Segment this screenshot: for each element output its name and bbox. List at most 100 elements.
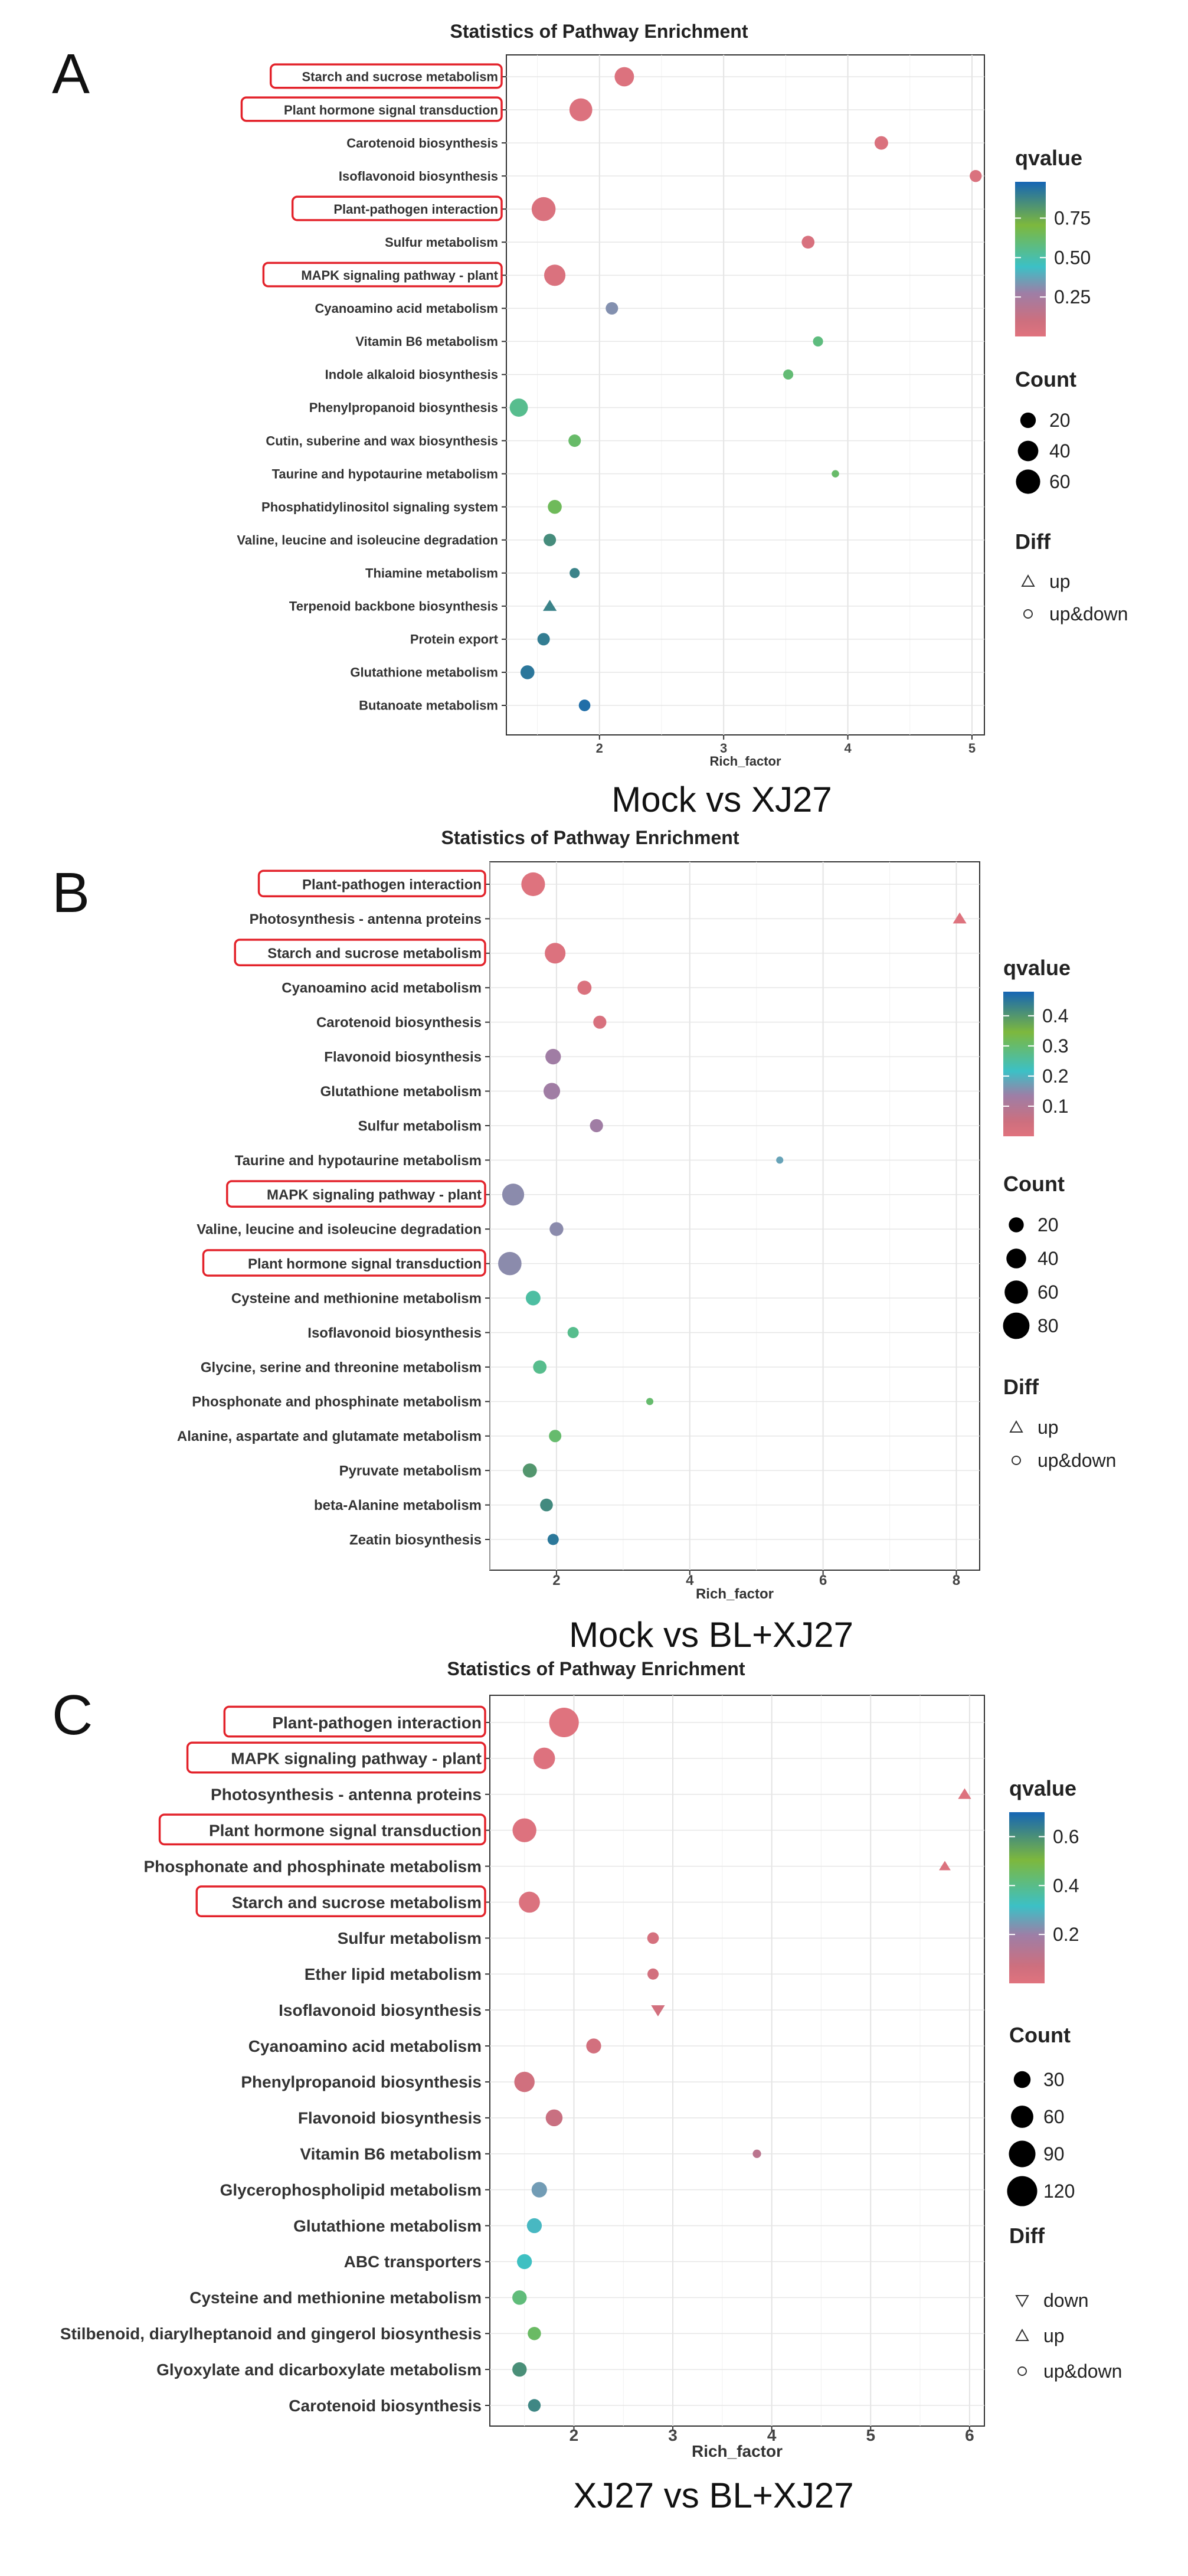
pb-x-axis-label: Rich_factor [696,1586,774,1602]
pb-point-photosynthesis-antenna-proteins [953,912,967,924]
pa-count-legend-label-40: 40 [1049,440,1071,462]
pc-highlight-box-mapk-signaling-pathway-plant [186,1741,486,1774]
pc-category-label-isoflavonoid-biosynthesis: Isoflavonoid biosynthesis [279,2001,482,2019]
pa-highlight-box-plant-hormone-signal-transduction [240,96,503,122]
pa-category-label-vitamin-b6-metabolism: Vitamin B6 metabolism [355,334,498,349]
pb-diff-legend-label-up-down: up&down [1038,1450,1116,1471]
pb-count-legend-label-80: 80 [1038,1315,1059,1336]
pb-point-taurine-and-hypotaurine-metabolism [776,1156,784,1164]
pc-x-tick-label-5: 5 [866,2426,875,2444]
pa-diff-legend-shape-up [1021,574,1035,587]
pc-panel-letter: C [52,1683,93,1747]
pb-category-label-phosphonate-and-phosphinate-metabolism: Phosphonate and phosphinate metabolism [192,1394,482,1410]
pa-category-label-phenylpropanoid-biosynthesis: Phenylpropanoid biosynthesis [309,400,498,415]
pa-point-mapk-signaling-pathway-plant [544,264,566,286]
pc-point-glyoxylate-and-dicarboxylate-metabolism [512,2362,527,2377]
pc-point-plant-hormone-signal-transduction [512,1818,536,1842]
pb-point-sulfur-metabolism [590,1119,603,1133]
pa-point-starch-and-sucrose-metabolism [614,67,634,87]
pc-category-label-vitamin-b6-metabolism: Vitamin B6 metabolism [300,2145,482,2163]
pb-category-label-plant-hormone-signal-transduction: Plant hormone signal transduction [248,1256,482,1272]
pc-point-glutathione-metabolism [526,2218,542,2234]
pc-gridlines [490,1695,984,2426]
pa-chart-title: Statistics of Pathway Enrichment [450,21,748,42]
pc-point-glycerophospholipid-metabolism [531,2182,547,2198]
pb-point-beta-alanine-metabolism [540,1498,553,1512]
pa-category-label-taurine-and-hypotaurine-metabolism: Taurine and hypotaurine metabolism [272,466,498,481]
pa-category-label-mapk-signaling-pathway-plant: MAPK signaling pathway - plant [301,268,498,283]
pa-highlight-box-plant-pathogen-interaction [291,195,503,221]
pa-qvalue-colorbar [1015,182,1046,336]
pb-count-legend-label-20: 20 [1038,1214,1059,1235]
pc-category-label-phenylpropanoid-biosynthesis: Phenylpropanoid biosynthesis [241,2073,482,2091]
pb-qvalue-colorbar [1003,992,1034,1136]
pc-point-flavonoid-biosynthesis [545,2109,563,2127]
pb-count-legend-dot [1009,1217,1024,1233]
pa-category-label-carotenoid-biosynthesis: Carotenoid biosynthesis [346,136,498,151]
pc-category-label-cysteine-and-methionine-metabolism: Cysteine and methionine metabolism [189,2289,482,2307]
pc-qvalue-tick-0.4: 0.4 [1053,1875,1079,1896]
pb-count-legend-label-60: 60 [1038,1282,1059,1303]
pb-qvalue-tick-0.2: 0.2 [1042,1065,1068,1087]
pa-category-label-cutin-suberine-and-wax-biosynthesis: Cutin, suberine and wax biosynthesis [266,433,498,448]
pb-x-tick-label-6: 6 [819,1573,827,1588]
pa-count-legend-dot [1017,440,1039,462]
pc-category-label-glyoxylate-and-dicarboxylate-metabolism: Glyoxylate and dicarboxylate metabolism [156,2361,482,2379]
pc-point-plant-pathogen-interaction [549,1707,579,1738]
pb-qvalue-tick-0.1: 0.1 [1042,1096,1068,1117]
pc-qvalue-legend-title: qvalue [1009,1776,1076,1800]
pa-point-phosphatidylinositol-signaling-system [548,499,562,514]
pb-highlight-box-plant-hormone-signal-transduction [202,1249,486,1277]
pb-point-cysteine-and-methionine-metabolism [525,1290,541,1306]
pc-diff-legend-label-down: down [1043,2290,1089,2311]
pb-x-tick-label-2: 2 [552,1573,560,1588]
pb-panel-letter: B [52,861,90,924]
pb-point-plant-pathogen-interaction [521,872,545,897]
pa-diff-legend-label-up-down: up&down [1049,603,1128,625]
pa-point-protein-export [537,633,550,646]
pc-diff-legend-shape-up [1015,2328,1029,2341]
pa-x-tick-label-2: 2 [596,741,603,756]
pc-category-label-starch-and-sucrose-metabolism: Starch and sucrose metabolism [232,1893,482,1911]
pb-point-alanine-aspartate-and-glutamate-metabolism [549,1430,562,1443]
pa-category-label-plant-hormone-signal-transduction: Plant hormone signal transduction [284,103,498,117]
pc-count-legend-label-90: 90 [1043,2143,1065,2165]
pa-x-tick-label-3: 3 [720,741,727,756]
pc-diff-legend-label-up: up [1043,2325,1065,2346]
pc-category-label-photosynthesis-antenna-proteins: Photosynthesis - antenna proteins [211,1786,482,1804]
pb-gridlines [489,862,980,1570]
pc-x-tick-label-3: 3 [668,2426,678,2444]
pb-category-label-cyanoamino-acid-metabolism: Cyanoamino acid metabolism [282,980,482,996]
pb-diff-legend-shape-up [1009,1420,1023,1433]
pa-point-taurine-and-hypotaurine-metabolism [832,470,839,478]
pb-category-label-glycine-serine-and-threonine-metabolism: Glycine, serine and threonine metabolism [201,1359,482,1375]
pb-point-cyanoamino-acid-metabolism [577,980,592,995]
pc-point-cyanoamino-acid-metabolism [586,2038,601,2054]
pc-diff-legend-label-up-down: up&down [1043,2361,1122,2382]
pc-x-tick-label-4: 4 [767,2426,777,2444]
pb-category-label-photosynthesis-antenna-proteins: Photosynthesis - antenna proteins [250,911,482,927]
pb-highlight-box-mapk-signaling-pathway-plant [226,1180,486,1208]
pa-point-butanoate-metabolism [578,699,591,711]
pc-category-label-phosphonate-and-phosphinate-metabolism: Phosphonate and phosphinate metabolism [144,1857,482,1875]
panel-a: A Statistics of Pathway Enrichment 2 3 4 5 Ric… [52,21,1128,819]
pc-qvalue-colorbar [1009,1812,1045,1983]
pc-count-legend-label-30: 30 [1043,2069,1065,2090]
pb-qvalue-tick-0.4: 0.4 [1042,1005,1068,1027]
pa-point-plant-pathogen-interaction [531,197,556,221]
pa-point-vitamin-b6-metabolism [813,336,823,346]
pb-point-plant-hormone-signal-transduction [498,1251,522,1276]
pa-qvalue-tick-0.75: 0.75 [1054,207,1091,228]
pa-point-sulfur-metabolism [801,236,815,249]
pa-point-glutathione-metabolism [520,665,535,679]
pa-point-indole-alkaloid-biosynthesis [783,369,794,380]
pc-point-ether-lipid-metabolism [647,1968,659,1980]
pb-category-label-sulfur-metabolism: Sulfur metabolism [358,1118,482,1134]
pc-point-starch-and-sucrose-metabolism [519,1891,540,1913]
pb-plot-area [489,861,980,1571]
pc-diff-legend-title: Diff [1009,2224,1045,2248]
pa-x-tick-label-5: 5 [968,741,976,756]
pa-diff-legend-title: Diff [1015,529,1051,554]
pc-diff-legend-shape-down [1015,2295,1029,2308]
pc-category-label-plant-hormone-signal-transduction: Plant hormone signal transduction [209,1821,482,1839]
